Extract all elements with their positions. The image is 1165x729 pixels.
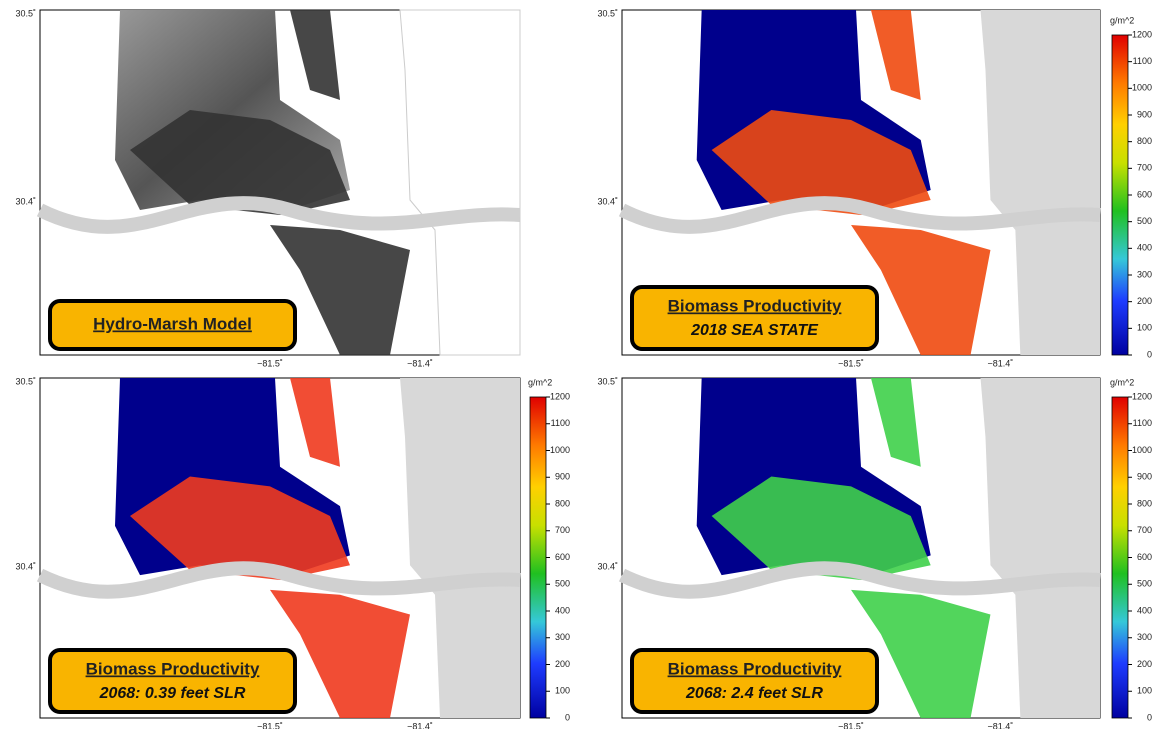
- colorbar-tick-label: 1100: [551, 418, 570, 428]
- colorbar-tick-label: 100: [1137, 686, 1152, 696]
- lon-label: −81.5˚: [838, 358, 864, 368]
- label-title: Hydro-Marsh Model: [93, 314, 252, 333]
- colorbar-tick-label: 300: [555, 632, 570, 642]
- colorbar: [530, 397, 546, 718]
- colorbar-tick-label: 1100: [1133, 418, 1152, 428]
- colorbar-tick-label: 1200: [1132, 391, 1152, 401]
- colorbar-unit: g/m^2: [1110, 15, 1134, 25]
- lat-label: 30.5˚: [597, 376, 618, 386]
- colorbar-tick-label: 700: [555, 525, 570, 535]
- colorbar-tick-label: 800: [555, 498, 570, 508]
- lon-label: −81.4˚: [988, 721, 1014, 729]
- colorbar-tick-label: 500: [1137, 579, 1152, 589]
- lat-label: 30.5˚: [15, 376, 36, 386]
- lon-label: −81.4˚: [988, 358, 1014, 368]
- figure: 30.5˚30.4˚−81.5˚−81.4˚Hydro-Marsh Model3…: [0, 0, 1165, 729]
- label-subtitle: 2068: 0.39 feet SLR: [99, 685, 246, 702]
- colorbar-tick-label: 700: [1137, 525, 1152, 535]
- colorbar-tick-label: 800: [1137, 498, 1152, 508]
- colorbar-unit: g/m^2: [1110, 377, 1134, 387]
- colorbar-tick-label: 400: [1137, 605, 1152, 615]
- colorbar-tick-label: 200: [555, 659, 570, 669]
- colorbar-tick-label: 1200: [550, 391, 570, 401]
- map-panel: 30.5˚ 30.4˚ −81.5˚ −81.4˚ Biomass Productivi…: [597, 376, 1100, 729]
- colorbar-tick-label: 1200: [1132, 29, 1152, 39]
- colorbar-tick-label: 900: [555, 472, 570, 482]
- colorbar-tick-label: 500: [555, 579, 570, 589]
- colorbar-tick-label: 400: [555, 605, 570, 615]
- colorbar-tick-label: 1000: [550, 445, 570, 455]
- map-panel: 30.5˚ 30.4˚ −81.5˚ −81.4˚ Hydro-Marsh Model: [15, 8, 520, 368]
- lat-label: 30.4˚: [597, 196, 618, 206]
- colorbar-tick-label: 600: [1137, 189, 1152, 199]
- label-subtitle: 2018 SEA STATE: [690, 322, 819, 339]
- colorbar-tick-label: 0: [565, 712, 570, 722]
- colorbar-tick-label: 100: [555, 686, 570, 696]
- lat-label: 30.4˚: [15, 196, 36, 206]
- lat-label: 30.4˚: [597, 562, 618, 572]
- colorbar-tick-label: 900: [1137, 472, 1152, 482]
- map-panel: 30.5˚ 30.4˚ −81.5˚ −81.4˚ Biomass Productivi…: [15, 376, 520, 729]
- colorbar-tick-label: 800: [1137, 136, 1152, 146]
- colorbar-unit: g/m^2: [528, 377, 552, 387]
- lon-label: −81.4˚: [407, 721, 433, 729]
- colorbar-tick-label: 1000: [1132, 445, 1152, 455]
- lon-label: −81.4˚: [407, 358, 433, 368]
- lat-label: 30.5˚: [597, 8, 618, 18]
- colorbar-tick-label: 600: [555, 552, 570, 562]
- colorbar: [1112, 397, 1128, 718]
- colorbar-tick-label: 900: [1137, 109, 1152, 119]
- lon-label: −81.5˚: [838, 721, 864, 729]
- colorbar-tick-label: 1000: [1132, 83, 1152, 93]
- colorbar-tick-label: 200: [1137, 296, 1152, 306]
- colorbar-tick-label: 1100: [1133, 56, 1152, 66]
- colorbar-tick-label: 600: [1137, 552, 1152, 562]
- colorbar-tick-label: 700: [1137, 163, 1152, 173]
- colorbar-tick-label: 100: [1137, 323, 1152, 333]
- lon-label: −81.5˚: [257, 358, 283, 368]
- colorbar: [1112, 35, 1128, 355]
- colorbar-tick-label: 0: [1147, 712, 1152, 722]
- label-subtitle: 2068: 2.4 feet SLR: [685, 685, 823, 702]
- label-title: Biomass Productivity: [668, 296, 842, 315]
- colorbar-tick-label: 500: [1137, 216, 1152, 226]
- label-title: Biomass Productivity: [668, 659, 842, 678]
- lon-label: −81.5˚: [257, 721, 283, 729]
- lat-label: 30.5˚: [15, 8, 36, 18]
- colorbar-tick-label: 0: [1147, 349, 1152, 359]
- colorbar-tick-label: 200: [1137, 659, 1152, 669]
- colorbar-tick-label: 400: [1137, 243, 1152, 253]
- lat-label: 30.4˚: [15, 562, 36, 572]
- map-panel: 30.5˚ 30.4˚ −81.5˚ −81.4˚ Biomass Productivi…: [597, 8, 1100, 368]
- colorbar-tick-label: 300: [1137, 632, 1152, 642]
- label-title: Biomass Productivity: [86, 659, 260, 678]
- colorbar-tick-label: 300: [1137, 269, 1152, 279]
